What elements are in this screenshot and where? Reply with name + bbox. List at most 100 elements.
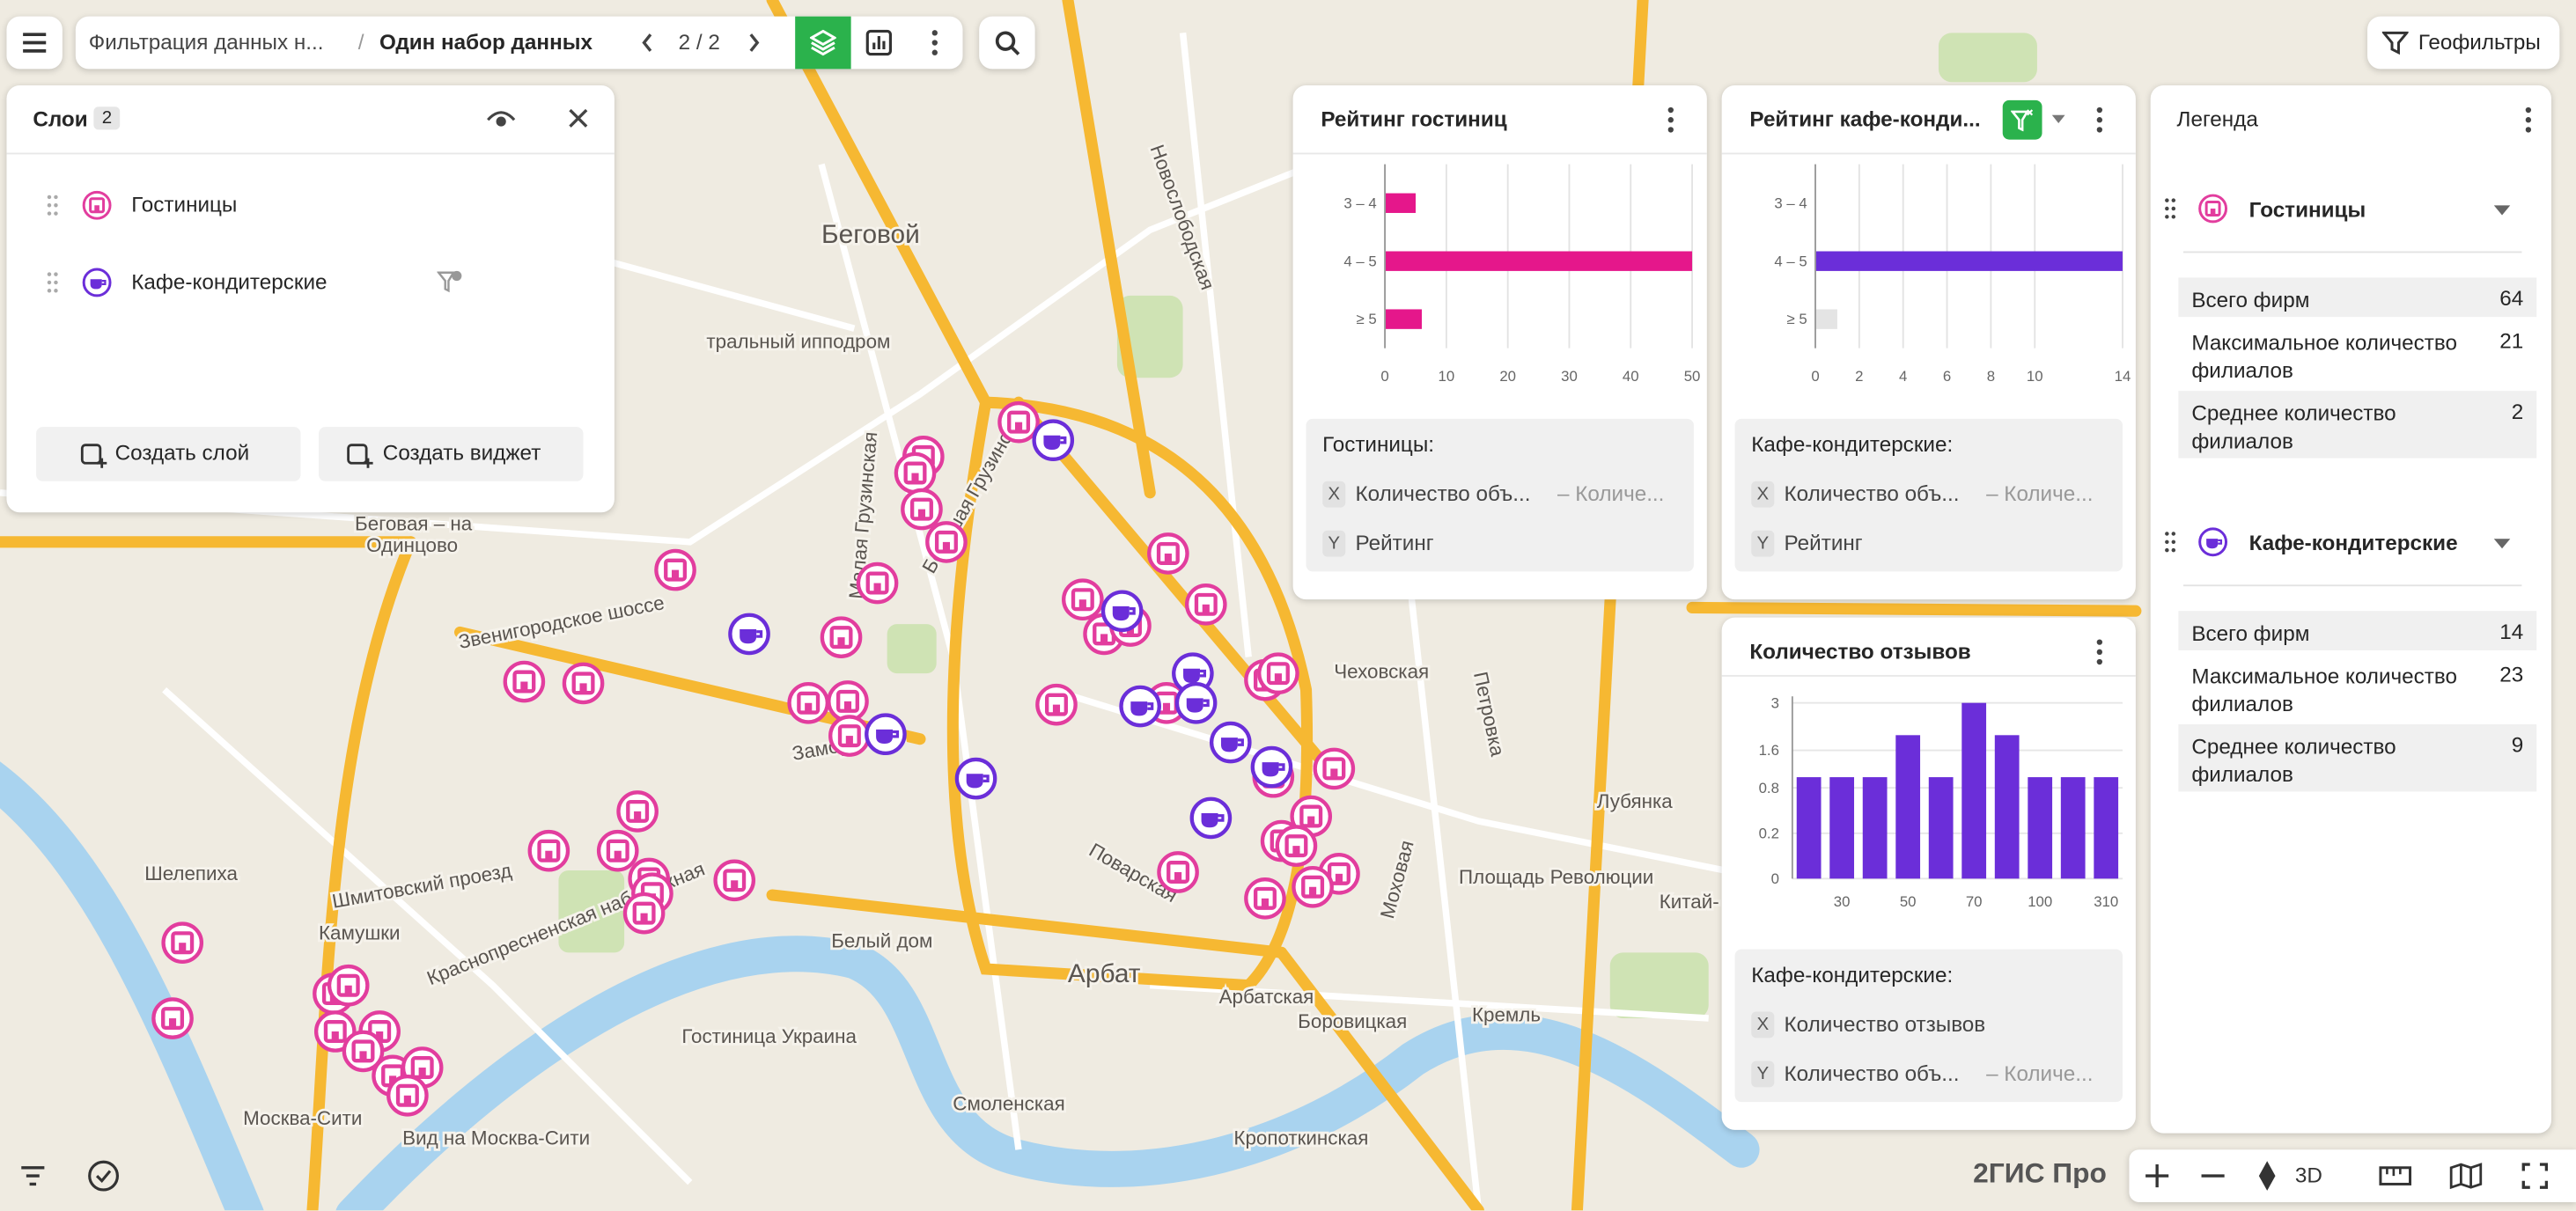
field-name: Количество объ... [1785,481,1960,506]
map-marker[interactable] [1177,684,1215,722]
map-marker[interactable] [730,615,768,653]
map-marker[interactable] [957,760,995,797]
map-marker[interactable] [822,618,860,656]
prev-button[interactable] [641,33,654,52]
map-marker[interactable] [1192,799,1230,837]
status-button[interactable] [80,1153,126,1199]
map-marker[interactable] [618,792,656,830]
map-marker[interactable] [1253,748,1291,786]
stat-value: 9 [2512,732,2524,757]
widgets-button[interactable] [865,30,892,56]
three-d-button[interactable]: 3D [2295,1163,2322,1187]
map-label: тральный ипподром [706,331,890,353]
legend-stat-row: Максимальное количество филиалов23 [2178,654,2536,722]
map-marker[interactable] [1064,581,1101,619]
map-marker[interactable] [858,564,896,602]
map-marker[interactable] [1315,750,1353,788]
map-label: Одинцово [366,534,458,556]
map-marker[interactable] [1246,879,1284,917]
map-marker[interactable] [1259,655,1297,693]
map-marker[interactable] [927,523,965,561]
collapse-button[interactable] [2494,539,2511,550]
map-marker[interactable] [828,682,866,720]
map-style-button[interactable] [2449,1163,2482,1189]
map-marker[interactable] [1159,853,1196,891]
map-marker[interactable] [902,490,940,528]
search-button[interactable] [979,17,1034,70]
close-button[interactable] [569,108,588,128]
map-marker[interactable] [1211,723,1249,761]
map-marker[interactable] [896,454,934,492]
map-marker[interactable] [790,684,828,722]
chart: 00.20.81.63305070100310 [1722,618,2136,930]
map-marker[interactable] [1149,534,1187,572]
menu-icon [21,31,48,54]
y-tick-label: 0.2 [1759,825,1779,841]
filter-icon [2382,30,2409,56]
x-tick-label: 310 [2094,893,2118,910]
fullscreen-button[interactable] [2521,1163,2548,1189]
map-marker[interactable] [656,551,694,589]
axis-badge: X [1322,481,1345,508]
drag-handle[interactable] [46,194,59,217]
map-marker[interactable] [716,862,754,899]
map-marker[interactable] [564,664,602,702]
map-marker[interactable] [1277,826,1315,864]
ruler-button[interactable] [2379,1164,2411,1187]
button-label: Создать слой [115,440,250,465]
widget: Количество отзывов00.20.81.6330507010031… [1722,618,2136,1130]
map-marker[interactable] [1122,687,1159,725]
y-tick-label: 0 [1771,870,1779,887]
map-marker[interactable] [866,716,904,753]
map-marker[interactable] [505,663,543,701]
map-marker[interactable] [329,966,367,1004]
map-marker[interactable] [999,403,1037,441]
zoom-out-button[interactable] [2200,1163,2226,1189]
y-tick-label: 3 – 4 [1774,194,1807,211]
bar [1815,309,1837,328]
chart: 010203040503 – 44 – 5≥ 5 [1293,85,1707,398]
geofilters-label: Геофильтры [2418,30,2541,55]
legend-panel: ЛегендаГостиницыВсего фирм64Максимальное… [2151,85,2551,1134]
drag-handle[interactable] [2164,531,2177,554]
layer-name[interactable]: Кафе-кондитерские [131,269,327,294]
create-button[interactable]: Создать виджет [319,427,583,481]
map-marker[interactable] [1034,422,1072,459]
map-marker[interactable] [164,924,202,962]
visibility-button[interactable] [486,110,516,129]
map-marker[interactable] [1103,592,1141,630]
legend-stat-row: Всего фирм14 [2178,611,2536,650]
geofilters-button[interactable]: Геофильтры [2367,17,2559,70]
map-label: Камушки [319,921,401,943]
filter-list-button[interactable] [10,1153,55,1199]
collapse-button[interactable] [2494,205,2511,217]
breadcrumb[interactable]: Фильтрация данных н... [89,30,324,55]
chart: 0246810143 – 44 – 5≥ 5 [1722,85,2136,398]
next-button[interactable] [747,33,761,52]
map-marker[interactable] [830,716,868,754]
drag-handle[interactable] [46,271,59,294]
x-tick-label: 50 [1684,368,1701,385]
map-marker[interactable] [1293,868,1331,906]
create-button[interactable]: Создать слой [36,427,300,481]
map-label: Вид на Москва-Сити [402,1127,590,1149]
dataset-name[interactable]: Один набор данных [379,30,592,55]
map-marker[interactable] [625,894,663,932]
map-marker[interactable] [530,832,568,870]
menu-button[interactable] [2523,106,2533,133]
map-marker[interactable] [599,832,637,870]
drag-handle[interactable] [2164,197,2177,220]
map-marker[interactable] [1187,585,1225,623]
menu-button[interactable] [6,17,62,70]
layer-name[interactable]: Гостиницы [131,192,237,217]
map-marker[interactable] [153,999,191,1037]
map-marker[interactable] [388,1076,426,1114]
field-name: Количество объ... [1356,481,1531,506]
map-marker[interactable] [1037,686,1075,723]
zoom-in-button[interactable] [2144,1163,2170,1189]
menu-button[interactable] [930,30,939,56]
compass-button[interactable] [2257,1159,2277,1192]
x-tick-label: 4 [1899,368,1907,385]
layers-button[interactable] [795,17,850,70]
bar [1815,252,2123,271]
